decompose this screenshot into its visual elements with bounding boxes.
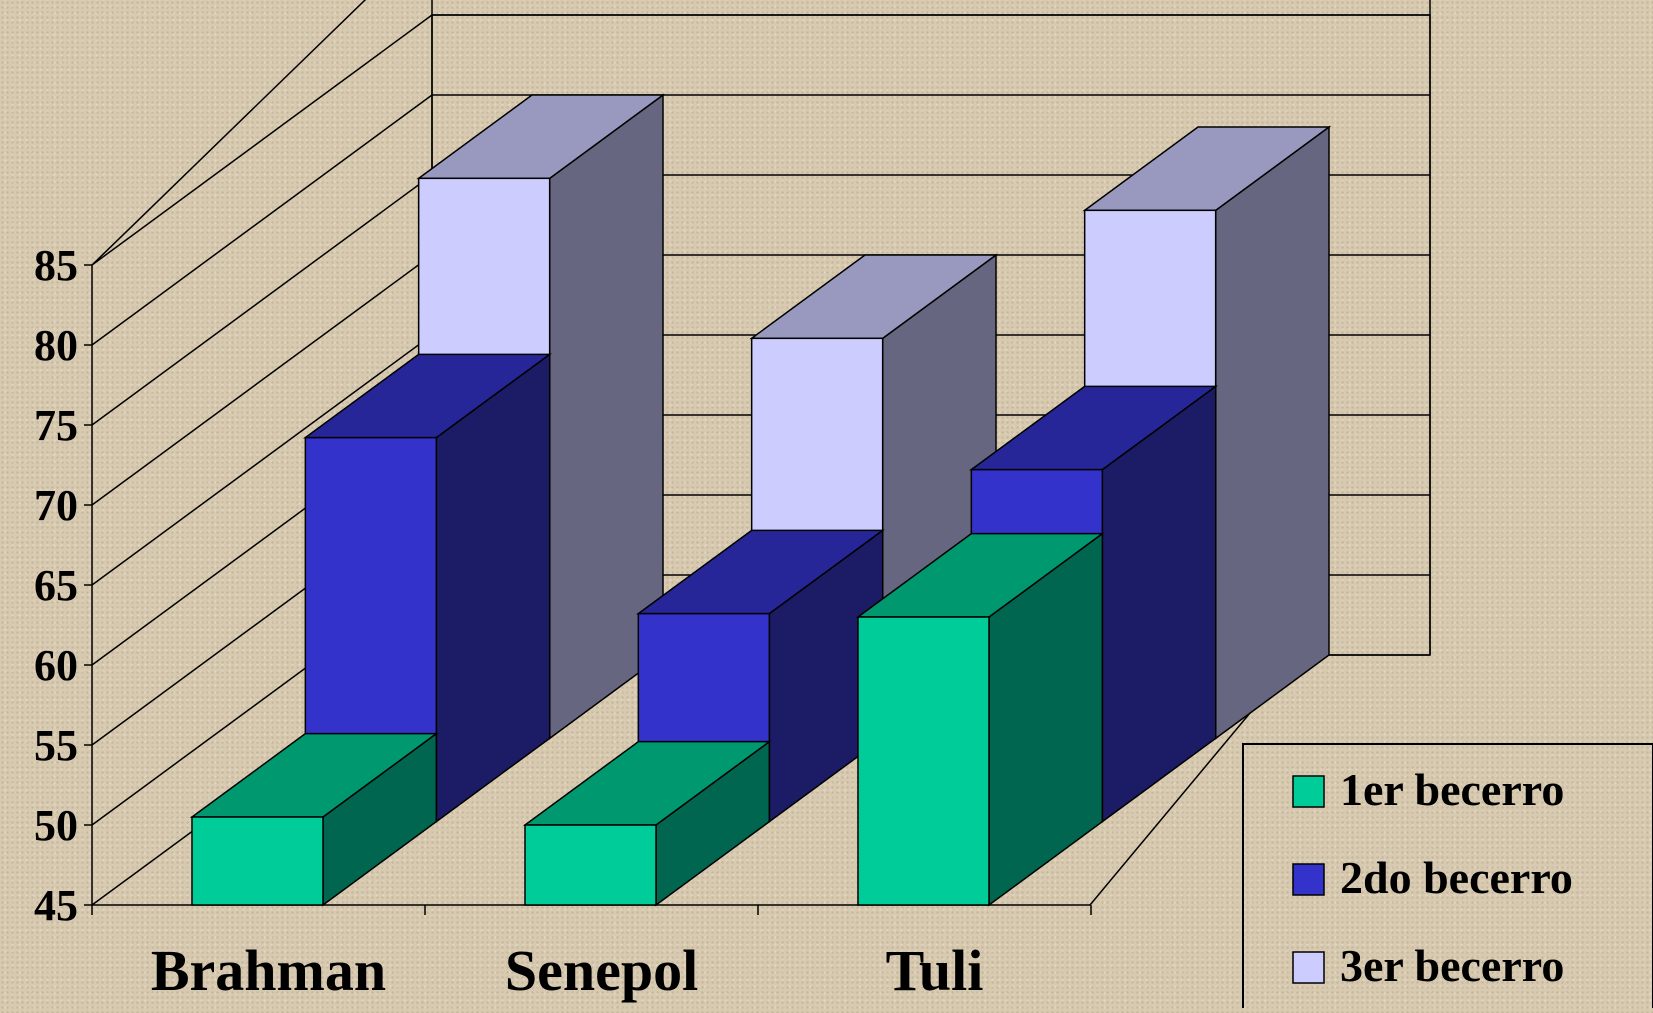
legend-swatch-3er-becerro: [1292, 951, 1325, 984]
legend-swatch-1er-becerro: [1292, 775, 1325, 808]
x-tick-label-tuli: Tuli: [886, 938, 984, 1003]
x-tick-label-senepol: Senepol: [505, 938, 698, 1003]
y-tick-label: 85: [34, 241, 78, 290]
legend-label-1er-becerro: 1er becerro: [1340, 764, 1564, 815]
gridline-side: [91, 254, 433, 506]
y-tick-label: 65: [34, 561, 78, 610]
bar-side: [1214, 125, 1330, 740]
y-tick-label: 45: [34, 881, 78, 930]
y-tick-label: 70: [34, 481, 78, 530]
legend-label-3er-becerro: 3er becerro: [1340, 940, 1564, 991]
gridline-side: [91, 174, 433, 426]
bar-front: [191, 816, 324, 906]
y-tick-label: 60: [34, 641, 78, 690]
legend: 1er becerro 2do becerro 3er becerro: [1242, 743, 1653, 1013]
legend-box: [1242, 743, 1653, 1013]
side-wall-top-edge: [91, 0, 367, 266]
bar-1er-becerro-brahman: [189, 732, 439, 907]
y-tick-label: 80: [34, 321, 78, 370]
y-tick-label: 75: [34, 401, 78, 450]
legend-swatch-2do-becerro: [1292, 863, 1325, 896]
legend-label-2do-becerro: 2do becerro: [1340, 852, 1573, 903]
gridline-side: [91, 334, 433, 586]
bar-1er-becerro-senepol: [522, 740, 772, 907]
gridline-side: [91, 14, 433, 266]
x-tick-label-brahman: Brahman: [151, 938, 386, 1003]
bar-front: [524, 824, 657, 906]
y-tick-label: 50: [34, 801, 78, 850]
y-tick-label: 55: [34, 721, 78, 770]
gridline-side: [91, 94, 433, 346]
bar-front: [857, 616, 990, 906]
bar-1er-becerro-tuli: [855, 532, 1105, 907]
